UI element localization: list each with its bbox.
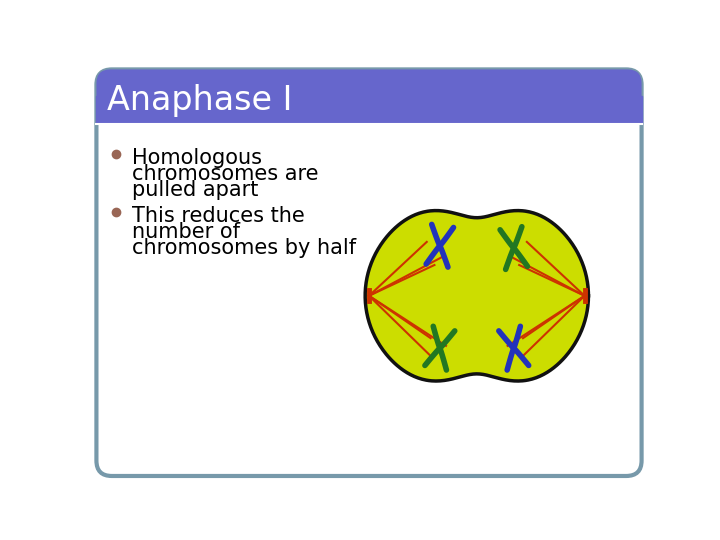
Text: number of: number of [132, 222, 240, 242]
Text: Anaphase I: Anaphase I [107, 84, 292, 118]
Text: pulled apart: pulled apart [132, 180, 258, 200]
Text: This reduces the: This reduces the [132, 206, 305, 226]
Text: chromosomes are: chromosomes are [132, 164, 318, 184]
FancyBboxPatch shape [96, 70, 642, 476]
Text: Homologous: Homologous [132, 148, 262, 168]
FancyBboxPatch shape [96, 70, 642, 123]
Polygon shape [365, 211, 588, 381]
Text: chromosomes by half: chromosomes by half [132, 238, 356, 258]
Polygon shape [96, 96, 642, 123]
